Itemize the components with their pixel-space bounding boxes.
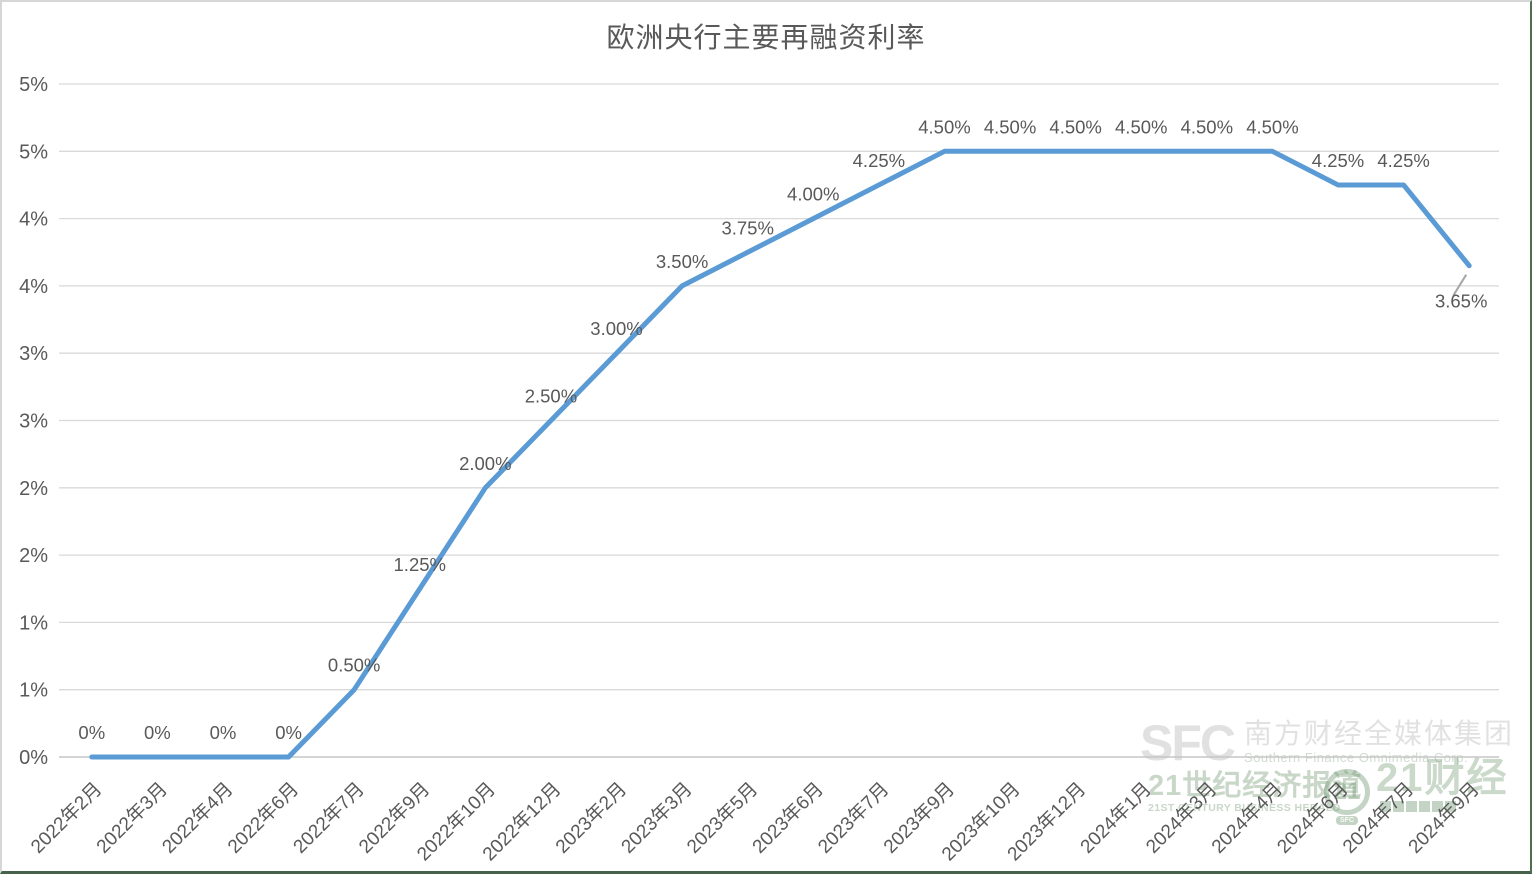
svg-text:4.50%: 4.50% — [1049, 116, 1101, 137]
svg-text:4.25%: 4.25% — [853, 150, 905, 171]
chart-title: 欧洲央行主要再融资利率 — [606, 23, 926, 54]
svg-text:4.50%: 4.50% — [984, 116, 1036, 137]
svg-text:3%: 3% — [19, 343, 48, 365]
svg-text:3.00%: 3.00% — [590, 318, 642, 339]
svg-text:4%: 4% — [19, 276, 48, 298]
svg-text:1%: 1% — [19, 680, 48, 702]
svg-text:4.50%: 4.50% — [918, 116, 970, 137]
svg-text:1%: 1% — [19, 612, 48, 634]
svg-text:4.25%: 4.25% — [1312, 150, 1364, 171]
svg-text:2%: 2% — [19, 478, 48, 500]
svg-text:3.75%: 3.75% — [721, 217, 773, 238]
svg-text:4.25%: 4.25% — [1377, 150, 1429, 171]
svg-text:2024年9月: 2024年9月 — [1404, 778, 1484, 858]
svg-text:2.00%: 2.00% — [459, 453, 511, 474]
rate-line — [89, 148, 1472, 760]
svg-text:0%: 0% — [19, 747, 48, 769]
svg-text:3%: 3% — [19, 411, 48, 433]
svg-text:0.50%: 0.50% — [328, 655, 380, 676]
svg-text:2.50%: 2.50% — [525, 386, 577, 407]
svg-text:2%: 2% — [19, 545, 48, 567]
svg-text:5%: 5% — [19, 141, 48, 163]
svg-text:3.65%: 3.65% — [1435, 291, 1487, 312]
svg-text:3.50%: 3.50% — [656, 251, 708, 272]
gridlines — [59, 83, 1499, 758]
svg-text:4.50%: 4.50% — [1181, 116, 1233, 137]
svg-text:0%: 0% — [210, 722, 237, 743]
svg-text:4.50%: 4.50% — [1115, 116, 1167, 137]
svg-text:5%: 5% — [19, 74, 48, 96]
svg-text:4.00%: 4.00% — [787, 184, 839, 205]
svg-text:4.50%: 4.50% — [1246, 116, 1298, 137]
svg-text:4%: 4% — [19, 209, 48, 231]
svg-text:0%: 0% — [275, 722, 302, 743]
svg-text:0%: 0% — [78, 722, 105, 743]
svg-text:1.25%: 1.25% — [394, 554, 446, 575]
svg-text:0%: 0% — [144, 722, 171, 743]
data-labels: 0% 0% 0% 0% 0.50% 1.25% 2.00% 2.50% 3.00% 3.50% 3.… — [78, 116, 1487, 743]
x-axis-tick-labels: 2022年2月2022年3月2022年4月2022年6月2022年7月2022年… — [27, 778, 1484, 865]
y-axis-tick-labels: 5% 5% 4% 4% 3% 3% 2% 2% 1% 1% 0% — [19, 74, 48, 769]
